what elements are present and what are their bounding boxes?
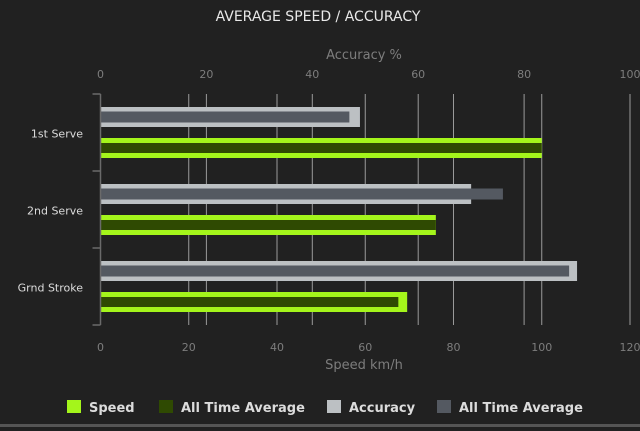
bottom-tick-label: 0 xyxy=(97,341,104,354)
top-tick-label: 0 xyxy=(97,68,104,81)
bar-accuracy-all-time-average xyxy=(101,266,570,277)
top-axis-label: Accuracy % xyxy=(326,48,402,63)
legend-label: All Time Average xyxy=(459,401,583,416)
bottom-tick-label: 60 xyxy=(358,341,372,354)
category-label: 2nd Serve xyxy=(27,205,83,218)
top-tick-label: 40 xyxy=(305,68,319,81)
top-tick-label: 80 xyxy=(517,68,531,81)
bars xyxy=(101,107,578,312)
top-tick-label: 100 xyxy=(620,68,640,81)
bar-speed-all-time-average xyxy=(101,143,542,153)
bottom-tick-label: 100 xyxy=(531,341,552,354)
bar-accuracy-all-time-average xyxy=(101,112,350,123)
legend-swatch xyxy=(327,400,341,413)
top-tick-label: 60 xyxy=(411,68,425,81)
bottom-tick-label: 120 xyxy=(620,341,640,354)
bar-speed-all-time-average xyxy=(101,297,399,307)
legend-swatch xyxy=(67,400,81,413)
legend-label: All Time Average xyxy=(181,401,305,416)
legend-label: Accuracy xyxy=(349,401,416,416)
chart-title: AVERAGE SPEED / ACCURACY xyxy=(216,9,421,25)
top-tick-label: 20 xyxy=(199,68,213,81)
category-label: 1st Serve xyxy=(31,128,83,141)
bottom-tick-label: 20 xyxy=(182,341,196,354)
bar-speed-all-time-average xyxy=(101,220,436,230)
bottom-tick-label: 40 xyxy=(270,341,284,354)
bar-accuracy-all-time-average xyxy=(101,189,503,200)
legend-label: Speed xyxy=(89,401,135,416)
bottom-tick-label: 80 xyxy=(447,341,461,354)
legend-swatch xyxy=(437,400,451,413)
gridlines xyxy=(189,94,630,325)
legend: Speed All Time Average Accuracy All Time Av… xyxy=(67,400,583,416)
category-label: Grnd Stroke xyxy=(18,282,84,295)
bottom-axis-label: Speed km/h xyxy=(325,358,403,373)
legend-swatch xyxy=(159,400,173,413)
